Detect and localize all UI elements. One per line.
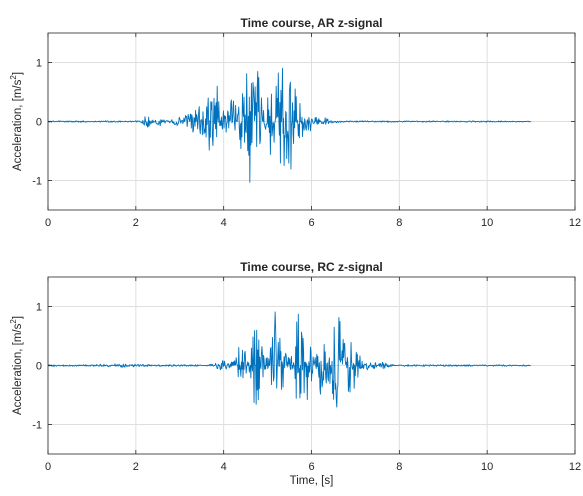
- x-axis-label: Time, [s]: [290, 475, 334, 487]
- y-tick-label: 1: [36, 58, 42, 70]
- x-tick-label: 10: [481, 217, 493, 229]
- y-axis-label-superscript: 2: [9, 75, 18, 80]
- y-axis-label-end: ]: [12, 72, 24, 75]
- x-tick-label: 12: [569, 217, 581, 229]
- y-tick-label: -1: [32, 176, 42, 188]
- chart-title: Time course, AR z-signal: [240, 16, 382, 30]
- signal-line: [47, 67, 532, 183]
- x-tick-label: 8: [396, 461, 402, 473]
- signal-line: [47, 311, 531, 408]
- x-tick-label: 2: [133, 217, 139, 229]
- subplot-1: 0 2 4 6 8 10 12 -1 0 1 Time course, AR z-signal Acc…: [9, 16, 581, 229]
- y-tick-label: -1: [32, 420, 42, 432]
- x-tick-label: 4: [221, 461, 227, 473]
- x-tick-label: 0: [45, 217, 51, 229]
- x-tick-label: 4: [221, 217, 227, 229]
- y-axis-label: Acceleration, [m/s2]: [9, 72, 24, 171]
- y-axis-label-end: ]: [12, 316, 24, 319]
- x-tick-label: 2: [133, 461, 139, 473]
- x-tick-label: 10: [481, 461, 493, 473]
- y-axis-label-text: Acceleration, [m/s: [12, 323, 24, 415]
- y-axis-label: Acceleration, [m/s2]: [9, 316, 24, 415]
- x-tick-label: 6: [308, 461, 314, 473]
- y-tick-label: 0: [36, 361, 42, 373]
- x-tick-label: 0: [45, 461, 51, 473]
- y-tick-label: 0: [36, 117, 42, 129]
- subplot-2: 0 2 4 6 8 10 12 -1 0 1 Time course, RC z-signal Acc…: [9, 260, 581, 487]
- y-axis-label-superscript: 2: [9, 319, 18, 324]
- x-tick-label: 6: [308, 217, 314, 229]
- x-tick-label: 8: [396, 217, 402, 229]
- y-axis-label-text: Acceleration, [m/s: [12, 79, 24, 171]
- y-tick-label: 1: [36, 302, 42, 314]
- chart-title: Time course, RC z-signal: [240, 260, 382, 274]
- x-tick-label: 12: [569, 461, 581, 473]
